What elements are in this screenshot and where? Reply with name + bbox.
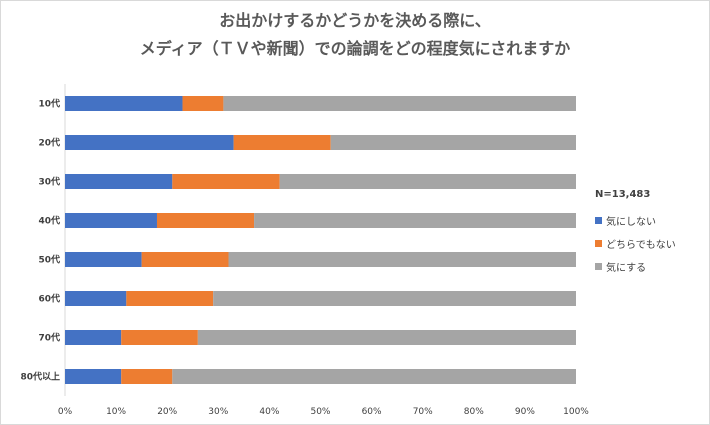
category-label-5: 60代: [38, 293, 60, 305]
x-tick-label-4: 40%: [259, 407, 279, 417]
bar-2-4: [228, 252, 576, 267]
bar-1-3: [156, 213, 255, 228]
category-label-1: 20代: [38, 137, 60, 149]
chart-title-line-2: メディア（ＴＶや新聞）での論調をどの程度気にされますか: [139, 39, 571, 58]
legend: N=13,483 気にしない どちらでもない 気にする: [595, 189, 676, 278]
category-label-0: 10代: [38, 98, 60, 110]
x-tick-label-7: 70%: [413, 407, 433, 417]
bar-1-7: [121, 369, 173, 384]
bar-2-6: [197, 330, 577, 345]
bar-1-0: [182, 96, 224, 111]
category-label-4: 50代: [38, 254, 60, 266]
legend-label-2: 気にする: [606, 263, 647, 274]
category-label-2: 30代: [38, 176, 60, 188]
bar-1-5: [126, 291, 214, 306]
bar-0-0: [65, 96, 183, 111]
chart-title: お出かけするかどうかを決める際に、 メディア（ＴＶや新聞）での論調をどの程度気に…: [1, 7, 709, 63]
bar-2-0: [223, 96, 576, 111]
legend-swatch-0: [595, 217, 602, 224]
chart-title-line-1: お出かけするかどうかを決める際に、: [219, 11, 491, 30]
legend-swatch-1: [595, 240, 602, 247]
bar-0-7: [65, 369, 122, 384]
category-label-3: 40代: [38, 215, 60, 227]
bar-1-2: [172, 174, 280, 189]
x-tick-label-9: 90%: [515, 407, 535, 417]
bar-2-3: [254, 213, 576, 228]
category-label-7: 80代以上: [20, 371, 60, 383]
bar-2-1: [330, 135, 576, 150]
bar-0-4: [65, 252, 142, 267]
x-tick-label-8: 80%: [464, 407, 484, 417]
x-tick-label-1: 10%: [106, 407, 126, 417]
legend-swatch-2: [595, 263, 602, 270]
bar-0-1: [65, 135, 234, 150]
x-tick-label-2: 20%: [157, 407, 177, 417]
legend-label-0: 気にしない: [606, 217, 656, 228]
x-tick-label-10: 100%: [563, 407, 589, 417]
bar-0-6: [65, 330, 122, 345]
x-tick-label-0: 0%: [58, 407, 73, 417]
category-label-6: 70代: [38, 332, 60, 344]
bar-2-5: [213, 291, 576, 306]
legend-label-1: どちらでもない: [606, 240, 676, 251]
bar-0-2: [65, 174, 173, 189]
bar-2-7: [172, 369, 576, 384]
legend-item-2: 気にする: [595, 255, 676, 278]
bar-1-4: [141, 252, 229, 267]
x-tick-label-3: 30%: [208, 407, 228, 417]
x-tick-label-6: 60%: [362, 407, 382, 417]
sample-size-note: N=13,483: [595, 189, 651, 200]
legend-item-1: どちらでもない: [595, 232, 676, 255]
bar-1-6: [121, 330, 198, 345]
x-tick-label-5: 50%: [310, 407, 330, 417]
bar-1-1: [233, 135, 331, 150]
bar-0-5: [65, 291, 127, 306]
bar-2-2: [279, 174, 576, 189]
bar-0-3: [65, 213, 157, 228]
legend-item-0: 気にしない: [595, 209, 676, 232]
